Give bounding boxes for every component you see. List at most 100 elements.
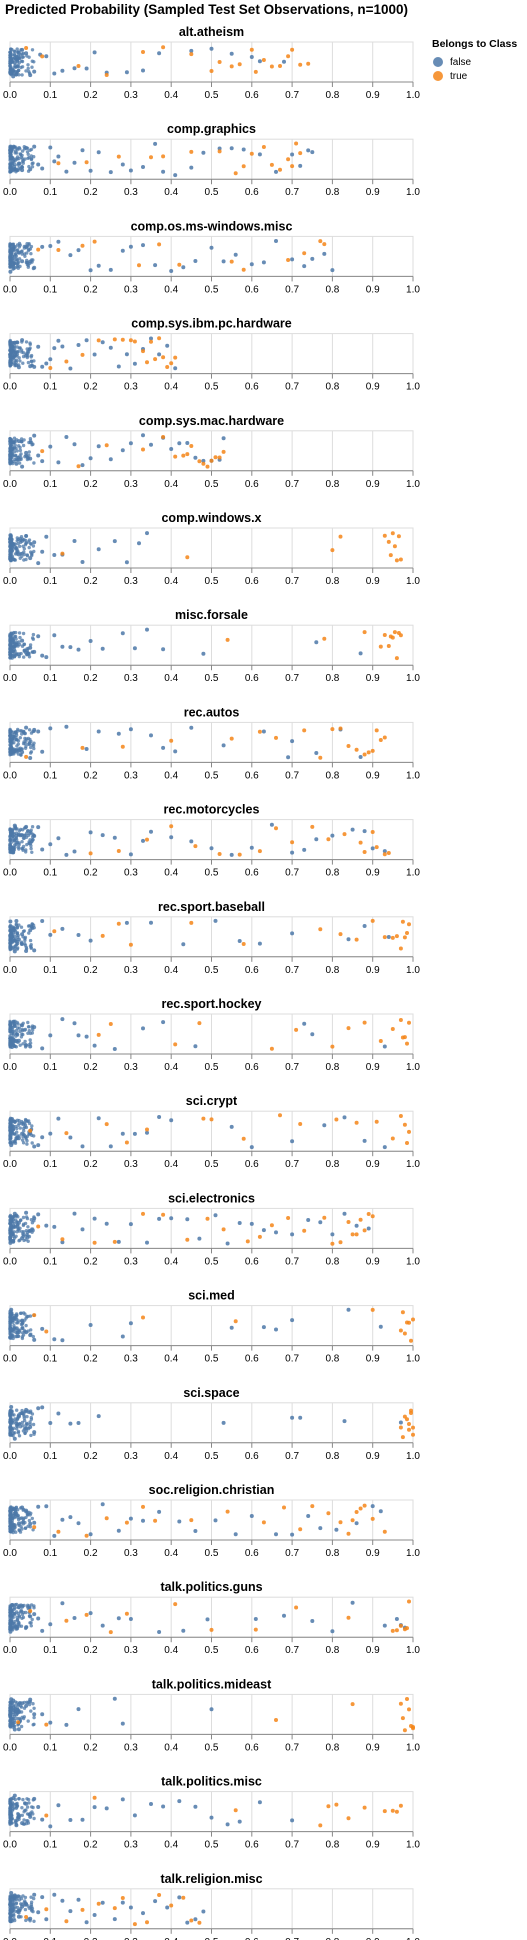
data-point-true [161,355,165,359]
data-point-false [32,834,36,838]
facet-comp-windows-x: comp.windows.x0.0 0.1 0.2 0.3 0.4 0.5 0.6 0.7 0.… [3,511,420,587]
data-point-false [10,356,13,359]
data-point-false [28,73,32,77]
data-point-false [21,1335,24,1338]
tick-label: 0.7 [285,284,299,295]
data-point-false [13,1437,17,1441]
data-point-false [129,852,133,856]
data-point-false [81,1818,85,1822]
data-point-false [13,542,17,546]
facet-soc-religion-christian: soc.religion.christian0.0 0.1 0.2 0.3 0.4 0.5… [3,1483,420,1559]
data-point-true [141,1505,145,1509]
data-point-false [379,1509,383,1513]
data-point-false [85,338,89,342]
data-point-false [32,1817,35,1820]
data-point-true [347,1532,351,1536]
tick-label: 0.5 [205,673,219,684]
data-point-true [298,63,302,67]
data-point-true [52,929,56,933]
data-point-false [363,1139,367,1143]
data-point-false [22,742,25,745]
data-point-true [133,1922,137,1926]
data-point-true [210,1628,214,1632]
data-point-false [29,830,32,833]
data-point-false [68,1515,72,1519]
data-point-false [40,848,44,852]
tick-label: 0.7 [285,868,299,879]
data-point-true [286,258,290,262]
data-point-true [355,1510,359,1514]
data-point-false [129,727,133,731]
tick-label: 0.7 [285,1451,299,1462]
data-point-false [15,841,18,844]
data-point-false [181,265,185,269]
data-point-true [270,1047,274,1051]
tick-label: 1.0 [406,673,420,684]
data-point-true [407,1600,411,1604]
data-point-false [101,647,105,651]
data-point-true [355,938,359,942]
data-point-false [21,1798,24,1801]
tick-label: 0.2 [84,479,98,490]
data-point-true [286,157,290,161]
tick-label: 0.0 [3,770,17,781]
data-point-true [395,558,399,562]
data-point-false [274,1230,278,1234]
tick-label: 0.1 [43,770,57,781]
data-point-true [363,1021,367,1025]
data-point-false [48,1421,52,1425]
data-point-false [149,443,153,447]
data-point-false [157,1115,161,1119]
data-point-true [145,360,149,364]
data-point-false [9,1811,12,1814]
data-point-false [28,556,32,560]
data-point-false [29,1041,32,1044]
data-point-false [13,341,17,345]
data-point-false [20,750,24,754]
data-point-false [173,366,177,370]
data-point-false [161,1020,165,1024]
data-point-false [14,1897,18,1901]
tick-label: 0.1 [43,1742,57,1753]
data-point-false [9,559,12,562]
data-point-false [28,546,31,549]
data-point-true [375,845,379,849]
data-point-false [153,1899,157,1903]
data-point-true [258,849,262,853]
data-point-false [13,458,16,461]
data-point-true [161,154,165,158]
tick-label: 0.7 [285,1256,299,1267]
data-point-false [89,639,93,643]
tick-label: 0.9 [366,1645,380,1656]
data-point-false [21,1814,24,1817]
data-point-true [403,1728,407,1732]
tick-label: 0.3 [124,1354,138,1365]
data-point-true [173,1042,177,1046]
data-point-false [9,256,12,259]
data-point-false [10,1428,14,1432]
data-point-false [8,1235,11,1238]
data-point-false [8,1336,11,1339]
data-point-true [121,1896,125,1900]
data-point-true [97,1033,101,1037]
data-point-true [405,1417,409,1421]
data-point-false [11,1909,14,1912]
data-point-false [16,1706,19,1709]
data-point-false [32,747,35,750]
data-point-false [9,1308,13,1312]
data-point-false [24,1625,28,1629]
data-point-false [27,1240,30,1243]
tick-label: 0.9 [366,479,380,490]
data-point-false [17,1528,20,1531]
data-point-false [40,245,44,249]
data-point-true [218,456,222,460]
data-point-false [93,1913,97,1917]
data-point-true [298,151,302,155]
data-point-true [326,1804,330,1808]
data-point-false [22,1224,25,1227]
facet-talk-politics-guns: talk.politics.guns0.0 0.1 0.2 0.3 0.4 0.5 0.6 0… [3,1580,420,1656]
data-point-false [13,1523,17,1527]
data-point-false [117,1240,121,1244]
tick-label: 0.8 [325,576,339,587]
data-point-false [9,1320,12,1323]
